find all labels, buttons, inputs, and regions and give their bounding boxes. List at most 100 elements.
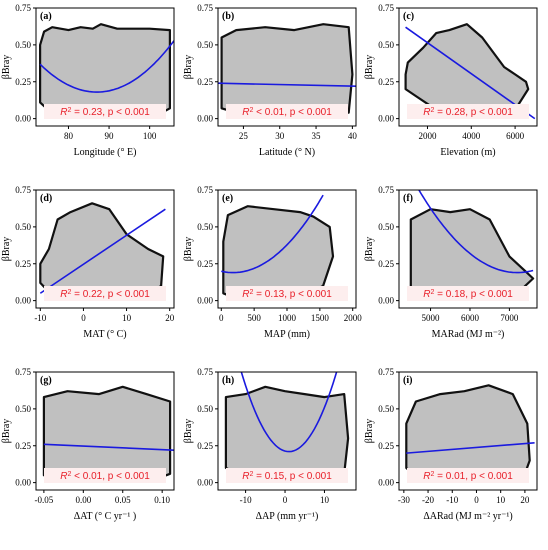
y-tick-label: 0.75	[378, 367, 394, 377]
x-axis-label: ΔAT (° C yr⁻¹ )	[74, 511, 136, 522]
y-axis-label: βBray	[1, 237, 12, 262]
y-tick-label: 0.00	[378, 114, 394, 124]
data-point-cloud	[405, 384, 531, 481]
y-axis-label: βBray	[364, 419, 375, 444]
x-tick-label: -10	[240, 495, 252, 505]
x-tick-label: 10	[496, 495, 506, 505]
panel-g: 0.00 0.25 0.50 0.75 -0.05 0.00 0.05 0.10 ΔAT (° …	[1, 367, 175, 522]
stat-text: R2 = 0.28, p < 0.001	[423, 107, 513, 119]
y-tick-label: 0.25	[378, 259, 394, 269]
x-tick-label: -10	[34, 313, 46, 323]
plot-frame	[398, 189, 538, 309]
x-tick-label: 0.05	[115, 495, 131, 505]
stat-text: R2 = 0.15, p < 0.001	[242, 471, 332, 483]
y-tick-label: 0.75	[378, 185, 394, 195]
x-tick-label: 25	[239, 131, 249, 141]
x-tick-label: 0.10	[154, 495, 170, 505]
x-tick-label: 0	[474, 495, 479, 505]
plot-frame	[398, 7, 538, 127]
y-axis-label: βBray	[1, 55, 12, 80]
y-tick-label: 0.00	[197, 478, 213, 488]
x-tick-label: 0	[283, 495, 288, 505]
y-tick-label: 0.75	[378, 3, 394, 13]
x-tick-label: 2000	[344, 313, 363, 323]
panel-letter: (a)	[40, 11, 52, 22]
stat-box	[44, 104, 166, 119]
panel-letter: (e)	[222, 193, 233, 204]
x-axis-label: MAT (° C)	[83, 329, 126, 340]
stat-text: R2 < 0.01, p < 0.001	[242, 107, 332, 119]
x-tick-label: -20	[422, 495, 434, 505]
y-tick-label: 0.75	[197, 367, 213, 377]
y-tick-label: 0.50	[197, 40, 213, 50]
plot-frame	[35, 371, 175, 491]
x-tick-label: 7000	[500, 313, 519, 323]
y-tick-label: 0.00	[15, 296, 31, 306]
panel-c: 0.00 0.25 0.50 0.75 2000 4000 6000 Elevation (m…	[364, 3, 538, 158]
x-axis-label: Latitude (° N)	[259, 147, 315, 158]
fit-line	[406, 442, 535, 454]
panel-letter: (d)	[40, 193, 52, 204]
stat-box	[407, 468, 529, 483]
x-tick-label: 6000	[461, 313, 480, 323]
y-tick-label: 0.25	[15, 259, 31, 269]
fit-line	[405, 26, 536, 120]
plot-frame	[35, 189, 175, 309]
x-tick-label: 30	[275, 131, 285, 141]
x-tick-label: 100	[143, 131, 157, 141]
x-axis-label: Longitude (° E)	[74, 147, 137, 158]
x-tick-label: 40	[348, 131, 358, 141]
panel-e: 0.00 0.25 0.50 0.75 0 500 1000 1500 2000 MAP (mm)…	[183, 185, 362, 340]
stat-box	[226, 468, 348, 483]
plot-frame	[217, 371, 357, 491]
y-tick-label: 0.00	[378, 478, 394, 488]
data-point-cloud	[224, 385, 350, 483]
x-axis-label: Elevation (m)	[440, 147, 495, 158]
panel-d: 0.00 0.25 0.50 0.75 -10 0 10 20 MAT (° C) βBray (d…	[1, 185, 175, 340]
y-tick-label: 0.75	[15, 185, 31, 195]
x-tick-label: -10	[446, 495, 458, 505]
x-tick-label: 500	[247, 313, 261, 323]
panel-letter: (g)	[40, 375, 52, 386]
y-tick-label: 0.75	[15, 3, 31, 13]
data-point-cloud	[220, 23, 354, 116]
fit-line	[240, 372, 338, 453]
y-tick-label: 0.25	[197, 441, 213, 451]
panel-letter: (h)	[222, 375, 234, 386]
stat-text: R2 = 0.18, p < 0.001	[423, 289, 513, 301]
fit-line	[39, 208, 166, 294]
y-tick-label: 0.50	[197, 222, 213, 232]
y-tick-label: 0.25	[197, 77, 213, 87]
y-tick-label: 0.25	[378, 77, 394, 87]
panel-b: 0.00 0.25 0.50 0.75 25 30 35 40 Latitude (° N) βB…	[183, 3, 357, 158]
data-point-cloud	[42, 385, 172, 481]
x-tick-label: -0.05	[35, 495, 54, 505]
x-tick-label: 20	[520, 495, 530, 505]
x-tick-label: 0	[219, 313, 224, 323]
y-tick-label: 0.00	[197, 296, 213, 306]
x-tick-label: 10	[122, 313, 132, 323]
data-point-cloud	[39, 202, 165, 299]
stat-box	[226, 286, 348, 301]
panel-i: 0.00 0.25 0.50 0.75 -30 -20 -10 0 10 20 ΔARad (MJ …	[364, 367, 538, 522]
x-tick-label: 0	[81, 313, 86, 323]
x-tick-label: 80	[64, 131, 74, 141]
y-axis-label: βBray	[364, 237, 375, 262]
y-tick-label: 0.50	[197, 404, 213, 414]
data-point-cloud	[38, 23, 171, 114]
panel-letter: (c)	[403, 11, 414, 22]
x-tick-label: 10	[320, 495, 330, 505]
x-tick-label: 2000	[418, 131, 437, 141]
y-tick-label: 0.50	[378, 40, 394, 50]
x-tick-label: 4000	[462, 131, 481, 141]
y-tick-label: 0.75	[197, 3, 213, 13]
y-tick-label: 0.50	[378, 404, 394, 414]
x-tick-label: 90	[105, 131, 115, 141]
fit-line	[39, 40, 174, 93]
y-tick-label: 0.25	[197, 259, 213, 269]
y-tick-label: 0.00	[378, 296, 394, 306]
panel-f: 0.00 0.25 0.50 0.75 5000 6000 7000 MARad (MJ m⁻…	[364, 185, 538, 340]
stat-text: R2 = 0.22, p < 0.001	[60, 289, 150, 301]
